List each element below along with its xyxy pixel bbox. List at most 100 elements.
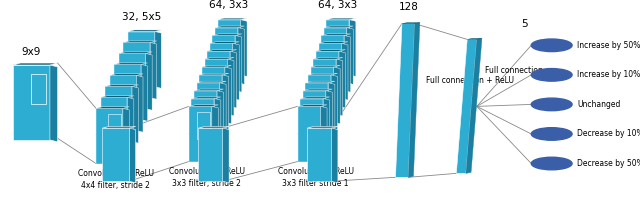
Polygon shape — [132, 86, 138, 143]
Polygon shape — [212, 34, 242, 35]
Polygon shape — [241, 20, 247, 76]
Polygon shape — [100, 96, 134, 97]
Text: 32, 5x5: 32, 5x5 — [122, 12, 161, 22]
Bar — [119, 53, 146, 109]
Bar — [212, 35, 236, 91]
Polygon shape — [196, 81, 226, 83]
Bar — [115, 64, 141, 120]
Bar — [300, 98, 323, 154]
Polygon shape — [466, 38, 482, 173]
Polygon shape — [228, 59, 234, 116]
Text: 128: 128 — [398, 2, 419, 12]
Polygon shape — [305, 81, 335, 83]
Polygon shape — [124, 41, 157, 43]
Polygon shape — [467, 38, 482, 39]
Polygon shape — [222, 75, 228, 132]
Polygon shape — [328, 83, 335, 139]
Bar — [314, 59, 337, 114]
Bar — [324, 28, 347, 83]
Polygon shape — [307, 126, 338, 128]
Bar — [307, 128, 332, 181]
Polygon shape — [303, 89, 332, 91]
Polygon shape — [214, 98, 221, 155]
Circle shape — [531, 39, 572, 52]
Polygon shape — [141, 64, 148, 121]
Bar — [199, 75, 222, 130]
Polygon shape — [146, 53, 152, 110]
Bar — [205, 59, 228, 114]
Bar — [326, 20, 349, 75]
Bar — [100, 97, 127, 152]
Bar — [124, 43, 150, 98]
Polygon shape — [349, 20, 356, 76]
Polygon shape — [202, 65, 231, 67]
Polygon shape — [194, 89, 223, 91]
Circle shape — [531, 69, 572, 81]
Bar — [298, 106, 321, 162]
Polygon shape — [129, 128, 136, 183]
Bar — [31, 74, 46, 104]
Circle shape — [531, 98, 572, 111]
Text: Convolution + ReLU
3x3 filter, stride 2: Convolution + ReLU 3x3 filter, stride 2 — [169, 167, 244, 188]
Bar — [128, 32, 155, 87]
Text: 9x9: 9x9 — [22, 47, 41, 57]
Polygon shape — [236, 35, 242, 92]
Text: Full connection + ReLU: Full connection + ReLU — [426, 76, 515, 85]
Polygon shape — [212, 106, 218, 163]
Text: Unchanged: Unchanged — [577, 100, 621, 109]
Bar — [189, 106, 212, 162]
Bar — [13, 65, 50, 140]
Polygon shape — [191, 97, 221, 98]
Bar — [321, 35, 344, 91]
Bar — [305, 83, 328, 138]
Text: 64, 3x3: 64, 3x3 — [318, 0, 358, 10]
Circle shape — [531, 128, 572, 140]
Polygon shape — [332, 128, 338, 183]
Bar — [109, 75, 136, 131]
Bar — [105, 86, 132, 142]
Polygon shape — [396, 24, 415, 177]
Polygon shape — [198, 126, 229, 128]
Polygon shape — [321, 34, 351, 35]
Circle shape — [531, 157, 572, 170]
Polygon shape — [323, 98, 330, 155]
Polygon shape — [218, 18, 247, 20]
Bar — [191, 98, 214, 154]
Bar — [316, 51, 339, 106]
Polygon shape — [298, 105, 327, 106]
Text: Convolution + ReLU
4x4 filter, stride 2: Convolution + ReLU 4x4 filter, stride 2 — [78, 169, 154, 190]
Bar — [196, 83, 220, 138]
Polygon shape — [319, 42, 348, 43]
Bar — [303, 91, 326, 146]
Polygon shape — [119, 52, 152, 53]
Polygon shape — [321, 106, 327, 163]
Bar — [108, 114, 121, 139]
Polygon shape — [220, 83, 226, 139]
Bar — [198, 128, 223, 181]
Polygon shape — [50, 65, 58, 142]
Bar — [102, 128, 129, 181]
Text: Decrease by 50%: Decrease by 50% — [577, 159, 640, 168]
Polygon shape — [326, 91, 332, 147]
Bar — [207, 51, 230, 106]
Polygon shape — [339, 51, 346, 108]
Polygon shape — [105, 85, 138, 86]
Polygon shape — [189, 105, 218, 106]
Polygon shape — [233, 43, 239, 100]
Bar — [194, 91, 217, 146]
Polygon shape — [115, 63, 148, 64]
Polygon shape — [210, 42, 239, 43]
Bar — [319, 43, 342, 98]
Text: 5: 5 — [522, 19, 528, 29]
Polygon shape — [199, 73, 228, 75]
Polygon shape — [96, 107, 129, 108]
Polygon shape — [456, 39, 477, 173]
Text: 64, 3x3: 64, 3x3 — [209, 0, 249, 10]
Text: Full connection: Full connection — [485, 66, 543, 75]
Polygon shape — [316, 50, 346, 51]
Polygon shape — [308, 73, 337, 75]
Bar — [96, 108, 123, 164]
Polygon shape — [128, 30, 161, 32]
Bar — [310, 67, 333, 122]
Polygon shape — [402, 23, 420, 24]
